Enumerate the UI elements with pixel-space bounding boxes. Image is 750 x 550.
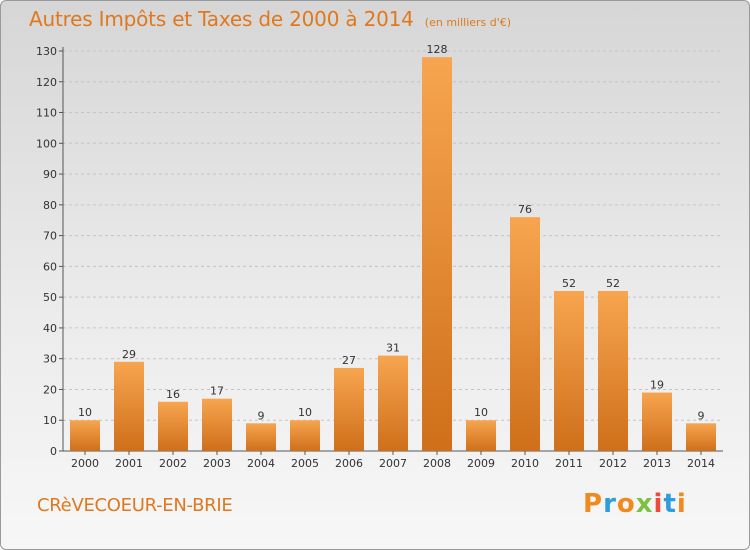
- data-label: 52: [606, 277, 620, 290]
- bar-2002: [158, 401, 188, 451]
- data-label: 10: [78, 406, 92, 419]
- bar-2014: [686, 423, 716, 451]
- logo-letter: t: [663, 489, 677, 519]
- data-label: 17: [210, 385, 224, 398]
- data-label: 29: [122, 348, 136, 361]
- logo-letter: P: [583, 489, 604, 519]
- y-tick-label: 20: [43, 383, 57, 396]
- labels: 0 10 20 30 40 50 60 70 80 90 100 110 120 130 2000 10 200…: [36, 43, 715, 470]
- y-tick-label: 70: [43, 230, 57, 243]
- data-label: 128: [427, 43, 448, 56]
- logo-letter: i: [676, 489, 687, 519]
- commune-name: CRèVECOEUR-EN-BRIE: [37, 495, 233, 516]
- data-label: 19: [650, 379, 664, 392]
- data-label: 27: [342, 354, 356, 367]
- x-tick-label: 2002: [159, 457, 187, 470]
- bar-2010: [510, 217, 540, 451]
- bar-2006: [334, 367, 364, 451]
- y-tick-label: 30: [43, 353, 57, 366]
- data-label: 10: [298, 406, 312, 419]
- bar-2001: [114, 361, 144, 451]
- y-tick-label: 100: [36, 137, 57, 150]
- chart-title: Autres Impôts et Taxes de 2000 à 2014: [29, 7, 414, 31]
- proxiti-logo[interactable]: Proxiti: [583, 489, 687, 519]
- x-tick-label: 2000: [71, 457, 99, 470]
- bars: [70, 57, 716, 452]
- x-tick-label: 2006: [335, 457, 363, 470]
- bar-2000: [70, 420, 100, 451]
- x-tick-label: 2007: [379, 457, 407, 470]
- bar-2008: [422, 57, 452, 452]
- x-tick-label: 2014: [687, 457, 715, 470]
- data-label: 9: [698, 409, 705, 422]
- x-tick-label: 2008: [423, 457, 451, 470]
- bar-2007: [378, 355, 408, 451]
- bar-2009: [466, 420, 496, 451]
- chart-subtitle: (en milliers d'€): [424, 16, 512, 29]
- bar-2003: [202, 398, 232, 451]
- y-tick-label: 60: [43, 260, 57, 273]
- x-tick-label: 2011: [555, 457, 583, 470]
- bar-2005: [290, 420, 320, 451]
- bar-2004: [246, 423, 276, 451]
- y-tick-label: 40: [43, 322, 57, 335]
- x-tick-label: 2013: [643, 457, 671, 470]
- data-label: 10: [474, 406, 488, 419]
- data-label: 9: [258, 409, 265, 422]
- x-tick-label: 2012: [599, 457, 627, 470]
- data-label: 76: [518, 203, 532, 216]
- data-label: 52: [562, 277, 576, 290]
- y-tick-label: 130: [36, 45, 57, 58]
- logo-letter: x: [635, 489, 654, 519]
- x-tick-label: 2001: [115, 457, 143, 470]
- x-tick-label: 2004: [247, 457, 275, 470]
- x-tick-label: 2010: [511, 457, 539, 470]
- x-tick-label: 2005: [291, 457, 319, 470]
- y-tick-label: 80: [43, 199, 57, 212]
- title-row: Autres Impôts et Taxes de 2000 à 2014 (e…: [29, 7, 511, 31]
- data-label: 16: [166, 388, 180, 401]
- y-tick-label: 110: [36, 107, 57, 120]
- y-tick-label: 90: [43, 168, 57, 181]
- y-tick-label: 120: [36, 76, 57, 89]
- bar-2011: [554, 291, 584, 451]
- y-tick-label: 0: [50, 445, 57, 458]
- x-tick-label: 2003: [203, 457, 231, 470]
- data-label: 31: [386, 342, 400, 355]
- y-tick-label: 50: [43, 291, 57, 304]
- y-tick-label: 10: [43, 414, 57, 427]
- logo-letter: r: [603, 489, 617, 519]
- logo-letter: o: [616, 489, 636, 519]
- bar-2013: [642, 392, 672, 451]
- bar-2012: [598, 291, 628, 451]
- x-tick-label: 2009: [467, 457, 495, 470]
- logo-letter: i: [653, 489, 664, 519]
